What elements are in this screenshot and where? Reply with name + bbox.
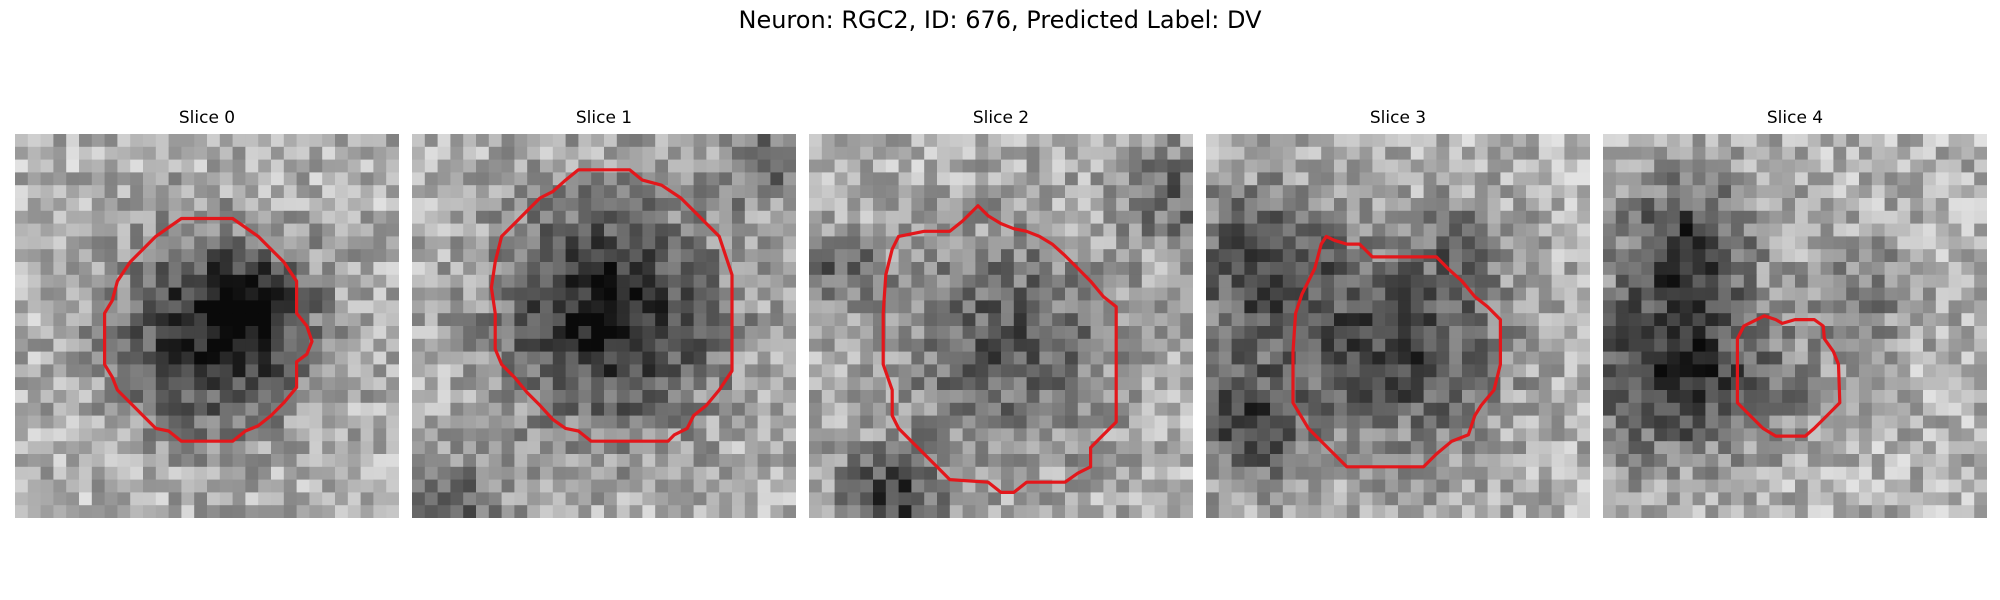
cell-contour: [102, 216, 314, 443]
microscopy-slice-image: [412, 134, 796, 518]
microscopy-slice-image: [809, 134, 1193, 518]
cell-contour: [1735, 314, 1842, 438]
pixel-grid: [412, 134, 796, 518]
microscopy-slice-image: [15, 134, 399, 518]
cell-contour: [881, 204, 1118, 494]
figure-title: Neuron: RGC2, ID: 676, Predicted Label: …: [738, 6, 1262, 34]
slice-panel: Slice 2: [809, 108, 1193, 520]
slice-title: Slice 0: [178, 108, 236, 128]
slice-title: Slice 2: [972, 108, 1030, 128]
slice-title: Slice 4: [1766, 108, 1824, 128]
slice-title: Slice 3: [1369, 108, 1427, 128]
pixel-grid: [809, 134, 1193, 518]
microscopy-slice-image: [1206, 134, 1590, 518]
slice-title: Slice 1: [575, 108, 633, 128]
pixel-grid: [1603, 134, 1987, 518]
slice-panel: Slice 4: [1603, 108, 1987, 520]
slice-panel: Slice 0: [15, 108, 399, 520]
slice-panel: Slice 1: [412, 108, 796, 520]
cell-contour: [489, 168, 734, 443]
pixel-grid: [1206, 134, 1590, 518]
pixel-grid: [15, 134, 399, 518]
cell-contour: [1291, 234, 1502, 469]
microscopy-slice-image: [1603, 134, 1987, 518]
slice-panel: Slice 3: [1206, 108, 1590, 520]
